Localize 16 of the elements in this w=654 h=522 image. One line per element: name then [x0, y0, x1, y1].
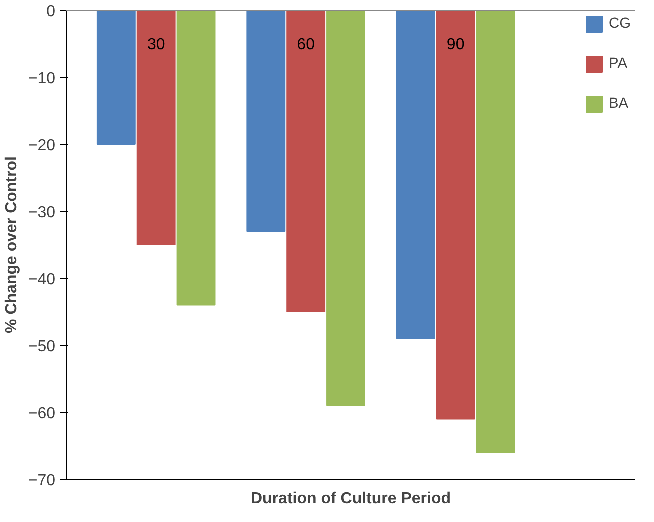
y-tick-label: −40 — [28, 272, 56, 288]
x-tick-label: 30 — [147, 36, 166, 54]
legend-label: CG — [609, 16, 631, 32]
legend-label: PA — [609, 56, 628, 72]
legend-label: BA — [609, 96, 630, 112]
y-tick-label: −50 — [28, 338, 56, 356]
y-tick-label: −10 — [28, 70, 56, 88]
y-tick-label: 0 — [46, 4, 56, 20]
y-tick-label: −20 — [28, 138, 56, 154]
y-tick-label: −60 — [28, 406, 56, 422]
y-tick-label: −30 — [28, 204, 56, 222]
y-tick-label: −70 — [28, 472, 56, 490]
x-tick-label: 60 — [297, 36, 316, 54]
x-axis-title: Duration of Culture Period — [251, 490, 451, 508]
x-tick-label: 90 — [446, 36, 465, 54]
y-axis-title: % Change over Control — [3, 156, 20, 334]
